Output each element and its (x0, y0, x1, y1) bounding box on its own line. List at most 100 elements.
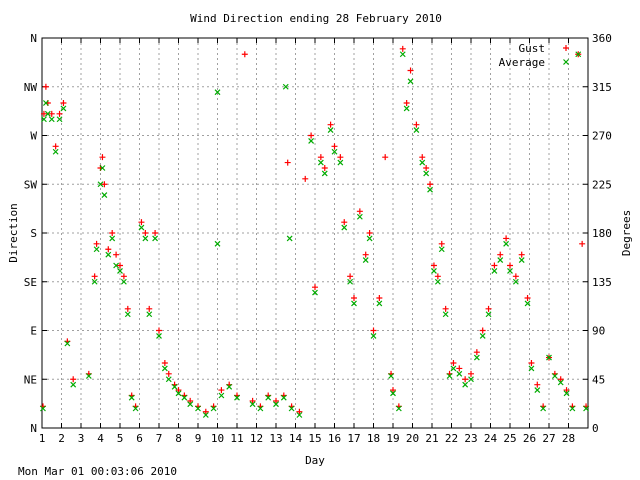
average-point (503, 240, 510, 247)
average-point (583, 405, 589, 412)
average-point (120, 278, 127, 285)
average-point (214, 89, 221, 96)
average-point (446, 373, 453, 379)
x-tick-label: 14 (289, 432, 303, 445)
gust-point (42, 83, 49, 90)
legend-gust-marker (563, 45, 569, 51)
average-point (296, 412, 303, 418)
gust-point (430, 262, 437, 269)
x-tick-label: 5 (117, 432, 124, 445)
gust-point (419, 154, 426, 161)
gust-point (312, 284, 318, 291)
legend-gust-symbol (563, 45, 569, 51)
chart-title: Wind Direction ending 28 February 2010 (190, 12, 442, 25)
gust-point (60, 100, 67, 106)
average-point (473, 354, 480, 361)
average-point (70, 381, 77, 388)
gust-point (376, 295, 383, 301)
average-point (113, 262, 120, 269)
gust-point (302, 175, 309, 182)
gust-point (202, 408, 209, 415)
grid-lines (42, 38, 588, 428)
gust-point (52, 143, 59, 150)
gust-point (370, 327, 377, 334)
x-tick-label: 13 (269, 432, 282, 445)
y-right-tick-label: 360 (592, 32, 612, 45)
average-point (93, 246, 100, 253)
y-right-tick-label: 225 (592, 178, 612, 191)
gust-point (456, 365, 463, 372)
gust-point (524, 295, 531, 301)
average-point (479, 332, 486, 339)
y-axis-left-label: Direction (7, 203, 20, 263)
x-tick-label: 22 (445, 432, 458, 445)
x-tick-label: 25 (503, 432, 516, 445)
legend-average-symbol (563, 59, 569, 65)
average-point (41, 116, 47, 123)
average-point (91, 278, 98, 285)
gust-point (165, 370, 172, 377)
average-point (202, 412, 209, 418)
average-point (434, 278, 441, 285)
gust-point (337, 154, 344, 161)
average-point (370, 332, 377, 339)
average-point (540, 405, 547, 412)
gust-point (156, 327, 162, 334)
gust-point (284, 159, 291, 166)
gust-point (503, 235, 510, 242)
average-point (366, 235, 373, 242)
average-point (99, 165, 106, 171)
y-right-tick-label: 135 (592, 276, 612, 289)
legend-average-marker (563, 59, 569, 65)
average-point (288, 405, 295, 412)
gust-point (427, 181, 434, 188)
average-point (265, 394, 272, 401)
gust-point (407, 67, 414, 74)
average-point (546, 354, 552, 361)
average-point (226, 383, 233, 390)
gust-point (347, 273, 354, 280)
gust-point (468, 370, 474, 377)
gust-point (557, 376, 564, 383)
x-tick-label: 3 (78, 432, 85, 445)
average-point (331, 148, 338, 155)
gust-point (413, 121, 420, 128)
average-point (142, 235, 149, 242)
average-point (312, 289, 318, 296)
average-point (165, 376, 172, 383)
gust-point (48, 110, 55, 117)
gust-point (438, 240, 445, 247)
x-tick-label: 9 (195, 432, 202, 445)
average-point (563, 390, 570, 397)
x-tick-label: 20 (406, 432, 419, 445)
y-left-tick-label: E (30, 325, 37, 338)
average-point (60, 105, 67, 112)
average-point (52, 148, 59, 155)
average-point (438, 246, 445, 253)
y-left-tick-label: N (30, 32, 37, 45)
gust-point (142, 230, 149, 236)
gust-point (403, 100, 410, 106)
average-point (351, 300, 357, 307)
gust-point (327, 121, 334, 128)
gust-point (434, 273, 441, 280)
average-point (442, 311, 449, 318)
average-point (317, 159, 324, 166)
y-right-tick-label: 45 (592, 373, 605, 386)
average-point (321, 170, 328, 177)
average-point (195, 405, 201, 412)
x-tick-label: 12 (250, 432, 263, 445)
x-tick-label: 17 (347, 432, 360, 445)
average-point (575, 51, 582, 58)
average-point (491, 267, 498, 274)
average-point (132, 405, 139, 412)
average-point (347, 278, 354, 285)
x-tick-label: 10 (211, 432, 224, 445)
gust-point (497, 251, 504, 258)
gust-point (91, 273, 98, 280)
average-point (56, 116, 63, 123)
gust-point (362, 251, 369, 258)
gust-point (450, 360, 457, 366)
average-point (388, 373, 394, 379)
